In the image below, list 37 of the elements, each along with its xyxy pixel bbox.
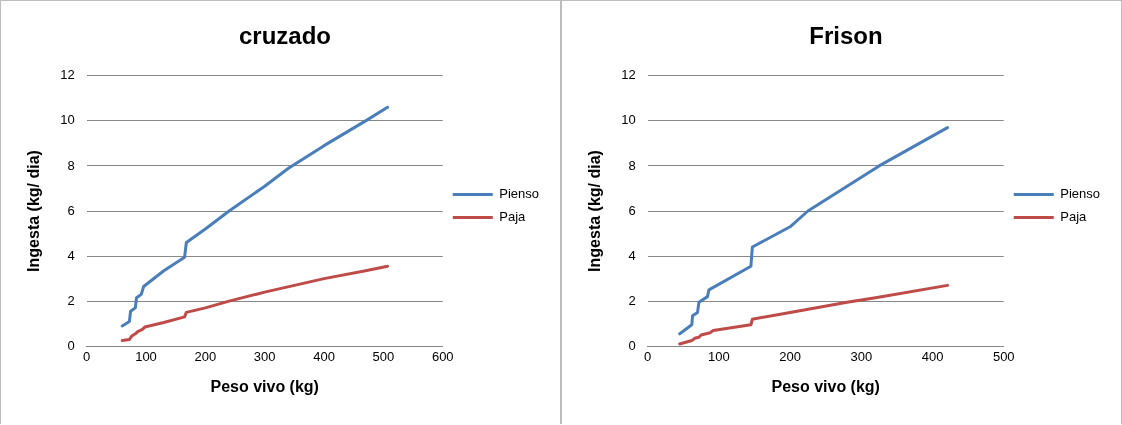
- y-tick-label: 0: [628, 337, 636, 353]
- x-tick-label: 100: [708, 348, 730, 364]
- legend-label: Pienso: [1060, 186, 1100, 202]
- y-tick-label: 4: [67, 247, 75, 263]
- x-tick-label: 0: [83, 348, 91, 364]
- x-tick-label: 400: [921, 348, 944, 364]
- y-tick-label: 12: [60, 67, 75, 83]
- legend-label: Paja: [499, 209, 527, 225]
- y-tick-label: 4: [628, 247, 636, 263]
- y-axis-title: Ingesta (kg/ dia): [586, 150, 604, 272]
- legend-label: Pienso: [499, 186, 539, 202]
- x-tick-label: 500: [992, 348, 1015, 364]
- x-tick-label: 0: [644, 348, 652, 364]
- y-tick-label: 8: [628, 157, 636, 173]
- y-axis-title: Ingesta (kg/ dia): [25, 150, 43, 272]
- x-tick-label: 300: [850, 348, 873, 364]
- y-tick-label: 12: [621, 67, 636, 83]
- chart-title: Frison: [809, 22, 883, 50]
- x-tick-label: 500: [372, 348, 395, 364]
- y-tick-label: 2: [67, 292, 75, 308]
- y-tick-label: 6: [67, 202, 75, 218]
- x-tick-label: 400: [313, 348, 335, 364]
- x-tick-label: 300: [253, 348, 276, 364]
- chart-title: cruzado: [238, 22, 332, 50]
- x-axis-title: Peso vivo (kg): [210, 377, 319, 395]
- y-tick-label: 6: [628, 202, 636, 218]
- x-tick-label: 100: [135, 348, 157, 364]
- y-tick-label: 2: [628, 292, 636, 308]
- x-tick-label: 200: [194, 348, 217, 364]
- x-axis-title: Peso vivo (kg): [771, 377, 880, 395]
- legend-label: Paja: [1060, 209, 1088, 225]
- y-tick-label: 8: [67, 157, 75, 173]
- x-tick-label: 600: [431, 348, 454, 364]
- y-tick-label: 0: [67, 337, 75, 353]
- x-tick-label: 200: [779, 348, 801, 364]
- y-tick-label: 10: [60, 112, 75, 128]
- y-tick-label: 10: [621, 112, 636, 128]
